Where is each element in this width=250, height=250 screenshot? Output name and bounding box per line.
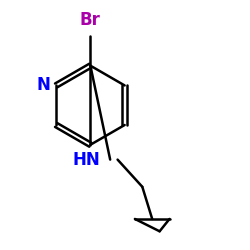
Text: Br: Br [80,10,101,29]
Text: N: N [36,76,50,94]
Text: HN: HN [72,150,100,168]
